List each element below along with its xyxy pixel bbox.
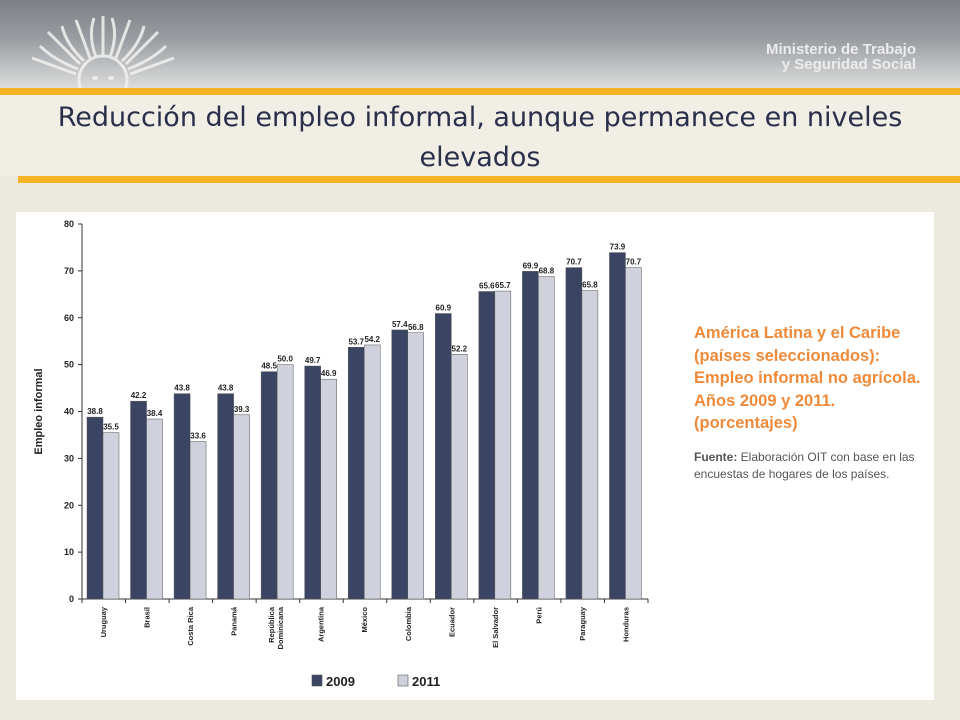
header-banner (0, 0, 960, 88)
bar-2009 (391, 329, 409, 600)
x-tick-label: Paraguay (578, 606, 587, 641)
bar-2011 (581, 290, 599, 600)
data-label: 57.4 (392, 320, 408, 329)
x-tick-label: Brasil (143, 607, 152, 628)
bar-2009 (435, 313, 452, 600)
data-label: 65.8 (582, 281, 598, 290)
bar-2011 (233, 414, 250, 600)
chart-sidebar: América Latina y el Caribe (países selec… (694, 322, 924, 483)
x-tick-label: Costa Rica (186, 606, 195, 646)
sun-logo-icon (31, 16, 175, 90)
bar-2011 (494, 290, 512, 600)
bar-2009 (347, 347, 365, 600)
bar-2009 (478, 291, 496, 600)
bar-2011 (538, 276, 555, 600)
bar-2009 (130, 400, 147, 600)
y-tick-label: 40 (64, 407, 74, 417)
y-axis-title: Empleo informal (33, 368, 45, 454)
title-area (0, 95, 960, 176)
data-label: 73.9 (610, 243, 626, 252)
x-tick-label: Colombia (404, 606, 413, 641)
data-label: 38.8 (87, 407, 103, 416)
y-tick-label: 20 (64, 500, 74, 510)
bar-2009 (304, 365, 321, 600)
ministry-name: Ministerio de Trabajo y Seguridad Social (766, 42, 916, 72)
data-label: 50.0 (277, 355, 293, 364)
data-label: 69.9 (523, 261, 539, 270)
data-label: 49.7 (305, 356, 321, 365)
x-tick-label: Ecuador (447, 607, 456, 637)
accent-bar-bottom (18, 176, 960, 183)
x-tick-label: Panamá (230, 606, 239, 636)
bar-2009 (260, 371, 278, 600)
legend-swatch-2009 (311, 674, 323, 687)
sidebar-source: Fuente: Elaboración OIT con base en las … (694, 449, 924, 483)
bar-2011 (625, 267, 642, 600)
y-tick-label: 10 (64, 547, 74, 557)
data-label: 65.6 (479, 282, 495, 291)
x-tick-label: Argentina (317, 606, 326, 642)
ministry-line-1: Ministerio de Trabajo (765, 41, 916, 58)
bar-2011 (276, 364, 294, 600)
data-label: 43.8 (218, 384, 234, 393)
data-label: 68.8 (539, 267, 555, 276)
data-label: 70.7 (566, 258, 582, 267)
data-label: 42.2 (131, 391, 147, 400)
legend-label-2011: 2011 (412, 674, 440, 689)
x-tick-label: Perú (534, 607, 543, 624)
bar-2009 (86, 416, 104, 600)
ministry-line-2: y Seguridad Social (781, 56, 916, 73)
x-tick-label: El Salvador (491, 607, 500, 648)
x-tick-label: Uruguay (99, 606, 108, 637)
data-label: 54.2 (364, 335, 380, 344)
chart-panel (16, 212, 934, 700)
data-label: 35.5 (103, 423, 119, 432)
y-tick-label: 70 (64, 266, 74, 276)
source-text: Elaboración OIT con base en las encuesta… (694, 449, 915, 481)
data-label: 60.9 (436, 304, 452, 313)
sidebar-chart-title: América Latina y el Caribe (países selec… (694, 324, 921, 432)
bar-2011 (320, 378, 337, 600)
data-label: 56.8 (408, 323, 424, 332)
bar-2011 (451, 354, 468, 600)
legend-label-2009: 2009 (326, 674, 355, 689)
slide-title: Reducción del empleo informal, aunque pe… (57, 102, 903, 173)
data-label: 53.7 (348, 337, 364, 346)
bar-2011 (102, 432, 120, 600)
x-tick-label: México (360, 607, 369, 633)
data-label: 70.7 (626, 258, 642, 267)
x-tick-label: Honduras (621, 607, 630, 642)
y-tick-label: 0 (69, 594, 74, 604)
bar-2011 (407, 332, 425, 600)
data-label: 52.2 (452, 344, 468, 353)
source-label: Fuente: (694, 449, 738, 464)
bar-2011 (146, 418, 163, 600)
data-label: 48.5 (261, 362, 277, 371)
legend-swatch-2011 (397, 674, 409, 687)
bar-2011 (189, 441, 207, 600)
bar-2011 (363, 344, 381, 600)
bar-2009 (173, 393, 191, 600)
bar-chart: 0 10 20 30 40 50 60 70 80 Empleo informal 38.835.5… (33, 219, 649, 689)
bar-2009 (217, 393, 234, 600)
data-label: 43.8 (174, 384, 190, 393)
y-tick-label: 80 (64, 219, 74, 229)
y-tick-label: 30 (64, 453, 74, 463)
data-label: 33.6 (190, 432, 206, 441)
bar-2009 (565, 267, 583, 600)
data-label: 38.4 (147, 409, 163, 418)
accent-bar-top (0, 88, 960, 95)
y-tick-label: 50 (64, 360, 74, 370)
bar-2009 (522, 271, 539, 600)
bar-2009 (609, 252, 626, 600)
y-tick-label: 60 (64, 313, 74, 323)
data-label: 46.9 (321, 369, 337, 378)
x-tick-label: RepúblicaDominicana (267, 606, 285, 649)
data-label: 65.7 (495, 281, 511, 290)
data-label: 39.3 (234, 405, 250, 414)
